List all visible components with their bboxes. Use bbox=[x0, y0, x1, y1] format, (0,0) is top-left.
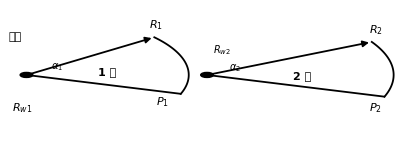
Circle shape bbox=[20, 73, 33, 77]
Text: 2 区: 2 区 bbox=[292, 71, 311, 81]
Text: $R_{w1}$: $R_{w1}$ bbox=[12, 102, 33, 115]
Text: $R_2$: $R_2$ bbox=[368, 23, 382, 37]
Text: $\alpha_1$: $\alpha_1$ bbox=[51, 61, 63, 73]
Text: $R_{w2}$: $R_{w2}$ bbox=[213, 44, 230, 57]
Text: 井筒: 井筒 bbox=[8, 32, 21, 42]
Text: $P_2$: $P_2$ bbox=[368, 102, 381, 115]
Text: $R_1$: $R_1$ bbox=[149, 18, 163, 32]
Text: $P_1$: $P_1$ bbox=[156, 96, 169, 109]
Text: 1 区: 1 区 bbox=[98, 67, 116, 77]
Text: $\alpha_2$: $\alpha_2$ bbox=[229, 62, 241, 74]
Circle shape bbox=[200, 73, 213, 77]
